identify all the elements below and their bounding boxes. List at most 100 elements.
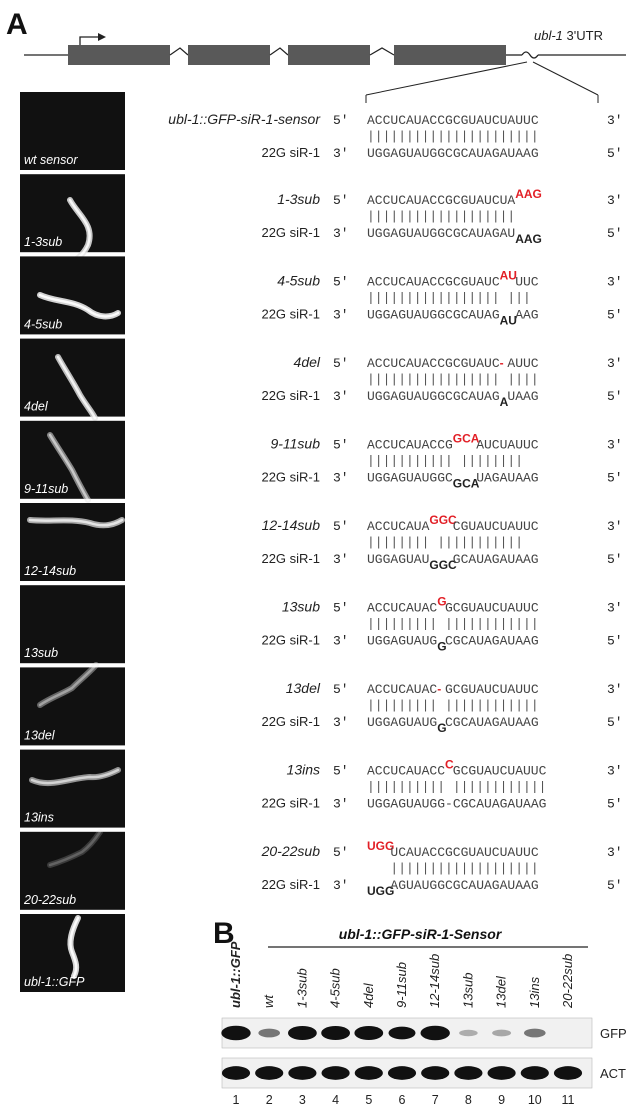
- prime-label: 5′: [333, 193, 349, 208]
- microscopy-image: 12-14sub: [20, 503, 125, 581]
- mutant-label: 20-22sub: [261, 843, 321, 859]
- mutant-label: 4-5sub: [277, 273, 320, 289]
- sirna-sequence: UGGAGUAUGGCGCAUAG: [367, 308, 500, 323]
- blot-band: [258, 1028, 281, 1038]
- lane-number: 8: [465, 1093, 472, 1107]
- base-pair-bars: ||||||||||||||||||||||: [367, 129, 539, 144]
- prime-label: 3′: [333, 715, 349, 730]
- image-label: 12-14sub: [24, 564, 76, 578]
- base-pair-bars: |||||||| |||||||||||: [367, 535, 523, 550]
- microscopy-image: 9-11sub: [20, 420, 125, 503]
- microscopy-image: ubl-1::GFP: [20, 914, 125, 992]
- prime-label: 5′: [607, 226, 623, 241]
- base-pair-bars: ||||||||| ||||||||||||: [367, 698, 539, 713]
- blot-band: [454, 1066, 483, 1080]
- mutant-label: 9-11sub: [270, 436, 320, 452]
- base-pair-bars: ||||||||||||||||| ||||: [367, 372, 539, 387]
- prime-label: 3′: [333, 797, 349, 812]
- sensor-sequence: ACCUCAUACC: [367, 764, 445, 779]
- lane-number: 1: [233, 1093, 240, 1107]
- blot-band: [354, 1066, 383, 1080]
- sensor-sequence: AUUC: [507, 356, 538, 371]
- sirna-label: 22G siR-1: [261, 388, 320, 403]
- sirna-label: 22G siR-1: [261, 470, 320, 485]
- sirna-label: 22G siR-1: [261, 225, 320, 240]
- microscopy-image: 20-22sub: [20, 829, 125, 910]
- blot-band: [321, 1025, 350, 1041]
- image-label: 13sub: [24, 646, 58, 660]
- prime-label: 5′: [607, 634, 623, 649]
- prime-label: 5′: [333, 682, 349, 697]
- mutated-bases: -: [437, 682, 441, 696]
- sirna-label: 22G siR-1: [261, 551, 320, 566]
- sirna-sequence: UAGAUAAG: [476, 471, 538, 486]
- prime-label: 3′: [607, 682, 623, 697]
- lane-label: 1-3sub: [294, 968, 309, 1008]
- image-label: 4del: [24, 400, 49, 414]
- sirna-sequence: UAAG: [507, 389, 538, 404]
- microscopy-image: 1-3sub: [20, 174, 125, 268]
- mutant-label: 12-14sub: [262, 517, 321, 533]
- sirna-sequence: UGGAGUAUGGC: [367, 471, 453, 486]
- alignment-block: 9-11sub 5′ 3′ACCUCAUACCG GCAAUCUAUUC|||||||…: [261, 432, 622, 491]
- lane-label: 13sub: [460, 973, 475, 1008]
- microscopy-image: 13del: [20, 662, 125, 746]
- prime-label: 3′: [333, 226, 349, 241]
- sensor-sequence: ACCUCAUACCGCGUAUCUAUUC: [367, 113, 539, 128]
- alignment-block: 4-5sub 5′ 3′ACCUCAUACCGCGUAUC AUUUC||||||||…: [261, 269, 622, 328]
- sensor-sequence: GCGUAUCUAUUC: [445, 682, 539, 697]
- prime-label: 5′: [607, 146, 623, 161]
- blot-label: ACT: [600, 1066, 626, 1081]
- prime-label: 5′: [333, 113, 349, 128]
- microscopy-image: 4-5sub: [20, 256, 125, 335]
- sensor-sequence: GCGUAUCUAUUC: [445, 601, 539, 616]
- prime-label: 5′: [607, 389, 623, 404]
- prime-label: 3′: [607, 356, 623, 371]
- blot-band: [524, 1028, 546, 1038]
- mutated-bases: AU: [500, 269, 517, 283]
- image-label: 13ins: [24, 811, 54, 825]
- blot-band: [487, 1066, 516, 1080]
- sensor-sequence: GCGUAUCUAUUC: [453, 764, 547, 779]
- act-blot-strip: ACT: [221, 1057, 626, 1089]
- mutant-label: 13del: [286, 680, 321, 696]
- mismatched-bases: A: [500, 395, 509, 409]
- prime-label: 5′: [333, 601, 349, 616]
- sirna-sequence: UGGAGUAUG: [367, 715, 437, 730]
- sirna-label: 22G siR-1: [261, 796, 320, 811]
- prime-label: 5′: [333, 519, 349, 534]
- exon-3: [288, 45, 370, 65]
- lane-number: 3: [299, 1093, 306, 1107]
- blot-band: [459, 1029, 478, 1037]
- alignment-block: 1-3sub 5′ 3′ACCUCAUACCGCGUAUCUA AAG||||||||…: [261, 187, 622, 246]
- prime-label: 5′: [607, 878, 623, 893]
- mutated-bases: -: [500, 356, 504, 370]
- mutant-label: 1-3sub: [277, 191, 320, 207]
- prime-label: 5′: [333, 356, 349, 371]
- blot-band: [221, 1066, 251, 1080]
- sirna-sequence: UGGAGUAUGGCGCAUAGAUAAG: [367, 146, 539, 161]
- prime-label: 5′: [333, 845, 349, 860]
- lane-label: 4-5sub: [328, 968, 343, 1008]
- mutated-bases: GCA: [453, 432, 480, 446]
- sirna-sequence: UGGAGUAUGG-CGCAUAGAUAAG: [367, 797, 546, 812]
- lane-label: 9-11sub: [394, 962, 409, 1008]
- lane-number: 11: [562, 1093, 575, 1107]
- lane-label: 4del: [361, 982, 376, 1008]
- base-pair-bars: |||||||||||||||||||: [390, 861, 538, 876]
- panel-a-label: A: [6, 8, 28, 41]
- mutant-label: 4del: [294, 354, 321, 370]
- mismatched-bases: GCA: [453, 477, 480, 491]
- utr-label: ubl-1 3'UTR: [534, 28, 603, 43]
- blot-band: [520, 1066, 549, 1080]
- prime-label: 3′: [607, 845, 623, 860]
- prime-label: 3′: [607, 438, 623, 453]
- sensor-sequence: UCAUACCGCGUAUCUAUUC: [390, 845, 538, 860]
- alignment-block: 12-14sub 5′ 3′ACCUCAUA GGCCGUAUCUAUUC||||||…: [261, 513, 622, 572]
- sensor-sequence: UUC: [515, 275, 539, 290]
- prime-label: 3′: [333, 146, 349, 161]
- sensor-sequence: ACCUCAUAC: [367, 601, 437, 616]
- blot-band: [321, 1066, 350, 1080]
- sensor-sequence: ACCUCAUAC: [367, 682, 437, 697]
- sirna-sequence: UGGAGUAUGGCGCAUAG: [367, 389, 500, 404]
